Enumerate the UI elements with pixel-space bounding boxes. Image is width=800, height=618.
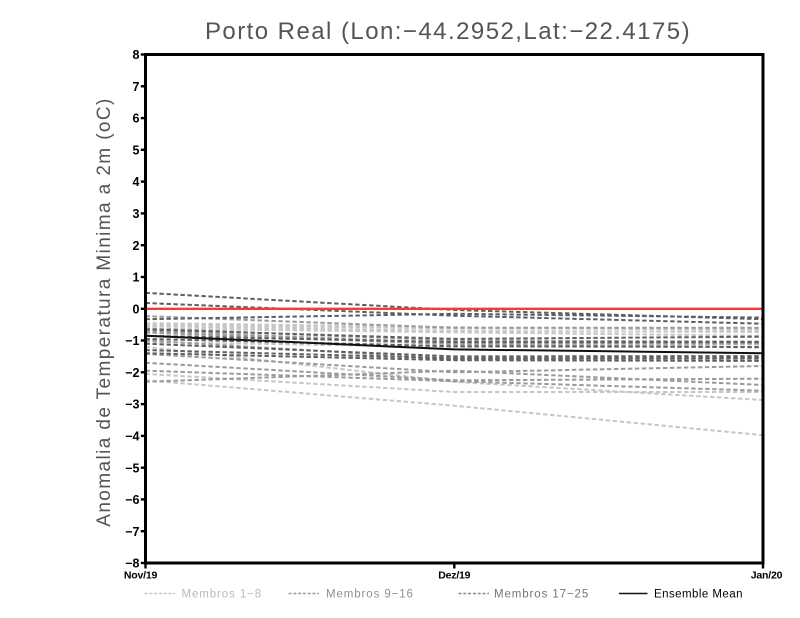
svg-text:Dez/19: Dez/19 <box>438 570 470 582</box>
svg-text:−3: −3 <box>125 398 139 412</box>
svg-text:1: 1 <box>133 271 140 285</box>
svg-text:4: 4 <box>133 175 140 189</box>
svg-text:Membros 9−16: Membros 9−16 <box>326 589 414 601</box>
svg-text:Ensemble Mean: Ensemble Mean <box>654 589 743 601</box>
svg-text:−1: −1 <box>125 334 139 348</box>
svg-text:Anomalia de Temperatura Minima: Anomalia de Temperatura Minima a 2m (oC) <box>94 97 115 526</box>
svg-text:Membros 1−8: Membros 1−8 <box>182 589 263 601</box>
svg-text:−4: −4 <box>125 430 139 444</box>
svg-text:2: 2 <box>133 239 140 253</box>
svg-text:Nov/19: Nov/19 <box>124 570 158 582</box>
svg-text:3: 3 <box>133 207 140 221</box>
svg-text:−7: −7 <box>125 525 139 539</box>
svg-text:−2: −2 <box>125 366 139 380</box>
svg-text:Membros 17−25: Membros 17−25 <box>494 589 589 601</box>
svg-text:−8: −8 <box>125 557 139 571</box>
svg-text:8: 8 <box>133 48 140 62</box>
svg-text:Jan/20: Jan/20 <box>751 570 783 582</box>
svg-text:−5: −5 <box>125 461 139 475</box>
svg-text:5: 5 <box>133 143 140 157</box>
svg-text:6: 6 <box>133 112 140 126</box>
svg-text:0: 0 <box>133 302 140 316</box>
svg-text:−6: −6 <box>125 493 139 507</box>
svg-text:Porto Real (Lon:−44.2952,Lat:−: Porto Real (Lon:−44.2952,Lat:−22.4175) <box>205 18 691 45</box>
svg-text:7: 7 <box>133 80 140 94</box>
